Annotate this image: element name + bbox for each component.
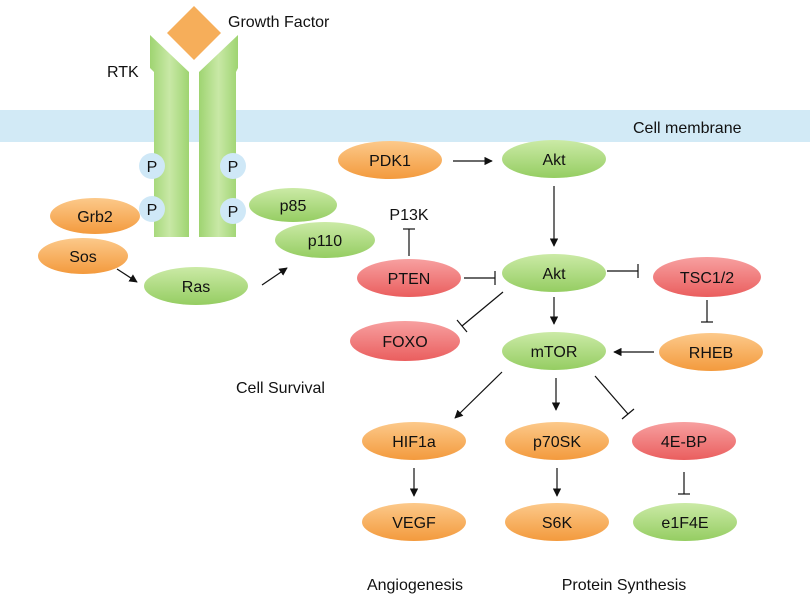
arrow-mtor-hif1a (454, 371, 503, 419)
node-pten: PTEN (357, 259, 461, 297)
node-tsc: TSC1/2 (653, 257, 761, 297)
cell-membrane-label: Cell membrane (633, 120, 742, 137)
inhibit-pten-p13k (403, 228, 415, 256)
inhibit-akt-tsc (607, 264, 639, 278)
cell-membrane-band (0, 110, 810, 142)
growth-factor-diamond (167, 6, 221, 60)
node-akt-top: Akt (502, 140, 606, 178)
inhibit-tsc-rheb (701, 300, 713, 323)
rtk-right-arm (199, 35, 238, 237)
svg-text:TSC1/2: TSC1/2 (680, 270, 734, 287)
node-p110: p110 (275, 222, 375, 258)
svg-text:RHEB: RHEB (689, 345, 733, 362)
protein-synthesis-label: Protein Synthesis (562, 577, 687, 594)
svg-text:e1F4E: e1F4E (661, 515, 708, 532)
node-vegf: VEGF (362, 503, 466, 541)
arrow-sos-ras (116, 268, 138, 283)
svg-text:Sos: Sos (69, 249, 97, 266)
phospho-right-1: P (220, 153, 246, 179)
svg-text:4E-BP: 4E-BP (661, 434, 707, 451)
node-s6k: S6K (505, 503, 609, 541)
svg-text:p110: p110 (308, 233, 343, 250)
svg-text:HIF1a: HIF1a (392, 434, 436, 451)
node-pdk1: PDK1 (338, 141, 442, 179)
phospho-right-2: P (220, 198, 246, 224)
svg-text:Akt: Akt (542, 266, 566, 283)
inhibit-pten-akt (464, 271, 496, 285)
svg-text:P: P (228, 204, 239, 221)
node-rheb: RHEB (659, 333, 763, 371)
inhibit-akt-foxo (456, 291, 504, 333)
node-p85: p85 (249, 188, 337, 222)
svg-text:P: P (147, 159, 158, 176)
rtk-label: RTK (107, 64, 139, 81)
inhibit-4ebp-e1f4e (678, 472, 690, 495)
svg-text:mTOR: mTOR (531, 344, 578, 361)
rtk-left-arm (150, 35, 189, 237)
node-e1f4e: e1F4E (633, 503, 737, 541)
node-ras: Ras (144, 267, 248, 305)
cell-survival-label: Cell Survival (236, 380, 325, 397)
phospho-left-2: P (139, 196, 165, 222)
svg-text:p85: p85 (280, 198, 307, 215)
svg-text:S6K: S6K (542, 515, 573, 532)
inhibit-mtor-4ebp (594, 375, 635, 420)
svg-text:P: P (228, 159, 239, 176)
node-mtor: mTOR (502, 332, 606, 370)
svg-text:Ras: Ras (182, 279, 210, 296)
node-sos: Sos (38, 238, 128, 274)
node-p70sk: p70SK (505, 422, 609, 460)
svg-text:P: P (147, 202, 158, 219)
svg-text:VEGF: VEGF (392, 515, 436, 532)
angiogenesis-label: Angiogenesis (367, 577, 463, 594)
p13k-label: P13K (389, 207, 428, 224)
phospho-left-1: P (139, 153, 165, 179)
svg-text:FOXO: FOXO (382, 334, 427, 351)
node-akt-mid: Akt (502, 254, 606, 292)
svg-text:Grb2: Grb2 (77, 209, 113, 226)
node-4ebp: 4E-BP (632, 422, 736, 460)
growth-factor-label: Growth Factor (228, 14, 330, 31)
arrow-ras-p110 (261, 267, 288, 286)
node-foxo: FOXO (350, 321, 460, 361)
svg-text:PDK1: PDK1 (369, 153, 411, 170)
svg-text:PTEN: PTEN (388, 271, 431, 288)
svg-text:Akt: Akt (542, 152, 566, 169)
svg-text:p70SK: p70SK (533, 434, 581, 451)
node-hif1a: HIF1a (362, 422, 466, 460)
node-grb2: Grb2 (50, 198, 140, 234)
rtk-receptor (150, 35, 238, 237)
